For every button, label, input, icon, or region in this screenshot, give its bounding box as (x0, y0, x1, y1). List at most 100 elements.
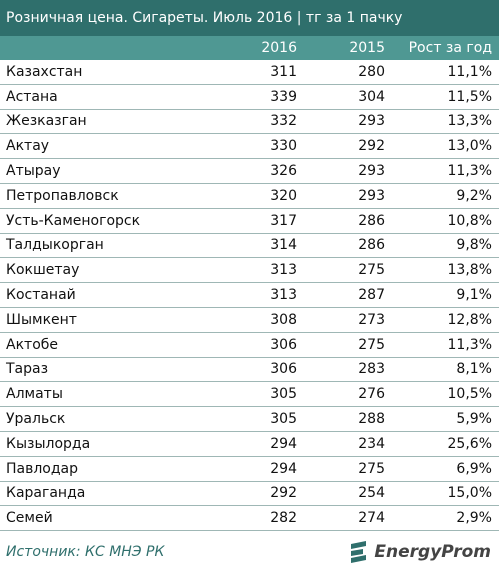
value-cell: 275 (304, 456, 392, 482)
value-cell: 274 (304, 505, 392, 532)
value-cell: 276 (304, 381, 392, 408)
column-header: 2016 (200, 36, 304, 60)
table-row: Алматы 305 276 10,5% (0, 381, 499, 408)
value-cell: 308 (200, 307, 304, 333)
value-cell: 13,0% (392, 133, 499, 160)
value-cell: 292 (304, 133, 392, 160)
value-cell: 304 (304, 84, 392, 110)
value-cell: 12,8% (392, 307, 499, 333)
region-cell: Актобе (0, 332, 200, 358)
region-cell: Тараз (0, 357, 200, 383)
column-header: 2015 (304, 36, 392, 60)
table-row: Кокшетау 313 275 13,8% (0, 257, 499, 284)
value-cell: 306 (200, 357, 304, 383)
value-cell: 293 (304, 158, 392, 184)
value-cell: 314 (200, 233, 304, 259)
value-cell: 320 (200, 183, 304, 209)
table-row: Кызылорда 294 234 25,6% (0, 431, 499, 457)
value-cell: 2,9% (392, 505, 499, 532)
value-cell: 280 (304, 60, 392, 85)
table-row: Талдыкорган 314 286 9,8% (0, 233, 499, 259)
value-cell: 275 (304, 332, 392, 358)
region-cell: Уральск (0, 406, 200, 432)
value-cell: 287 (304, 282, 392, 308)
table-row: Караганда 292 254 15,0% (0, 481, 499, 507)
logo: EnergyProm (348, 540, 491, 564)
value-cell: 11,5% (392, 84, 499, 110)
value-cell: 306 (200, 332, 304, 358)
value-cell: 9,8% (392, 233, 499, 259)
value-cell: 282 (200, 505, 304, 532)
region-cell: Павлодар (0, 456, 200, 482)
price-table: 2016 2015 Рост за год Казахстан 311 280 11,1%… (0, 36, 499, 532)
region-cell: Актау (0, 133, 200, 160)
table-row: Астана 339 304 11,5% (0, 84, 499, 110)
table-row: Семей 282 274 2,9% (0, 505, 499, 532)
table-row: Шымкент 308 273 12,8% (0, 307, 499, 333)
table-row: Казахстан 311 280 11,1% (0, 60, 499, 85)
value-cell: 286 (304, 208, 392, 234)
region-cell: Семей (0, 505, 200, 532)
value-cell: 330 (200, 133, 304, 160)
value-cell: 234 (304, 431, 392, 457)
region-cell: Казахстан (0, 60, 200, 85)
value-cell: 11,3% (392, 158, 499, 184)
value-cell: 311 (200, 60, 304, 85)
logo-text: EnergyProm (374, 542, 491, 562)
value-cell: 273 (304, 307, 392, 333)
table-row: Атырау 326 293 11,3% (0, 158, 499, 184)
value-cell: 332 (200, 109, 304, 135)
region-cell: Атырау (0, 158, 200, 184)
value-cell: 25,6% (392, 431, 499, 457)
value-cell: 305 (200, 381, 304, 408)
value-cell: 294 (200, 456, 304, 482)
value-cell: 10,8% (392, 208, 499, 234)
value-cell: 283 (304, 357, 392, 383)
table-row: Актау 330 292 13,0% (0, 133, 499, 160)
table-row: Тараз 306 283 8,1% (0, 357, 499, 383)
value-cell: 11,1% (392, 60, 499, 85)
title: Розничная цена. Сигареты. Июль 2016 | тг… (0, 0, 499, 36)
value-cell: 292 (200, 481, 304, 507)
region-cell: Костанай (0, 282, 200, 308)
value-cell: 9,1% (392, 282, 499, 308)
region-cell: Талдыкорган (0, 233, 200, 259)
table-row: Жезказган 332 293 13,3% (0, 109, 499, 135)
value-cell: 11,3% (392, 332, 499, 358)
value-cell: 293 (304, 109, 392, 135)
header-row: 2016 2015 Рост за год (0, 36, 499, 60)
region-cell: Петропавловск (0, 183, 200, 209)
region-cell: Шымкент (0, 307, 200, 333)
value-cell: 10,5% (392, 381, 499, 408)
value-cell: 15,0% (392, 481, 499, 507)
table-row: Усть-Каменогорск 317 286 10,8% (0, 208, 499, 234)
value-cell: 317 (200, 208, 304, 234)
table-row: Павлодар 294 275 6,9% (0, 456, 499, 482)
region-cell: Кызылорда (0, 431, 200, 457)
value-cell: 13,8% (392, 257, 499, 284)
value-cell: 313 (200, 257, 304, 284)
value-cell: 254 (304, 481, 392, 507)
source: Источник: КС МНЭ РК (6, 544, 165, 560)
value-cell: 326 (200, 158, 304, 184)
value-cell: 288 (304, 406, 392, 432)
table-row: Уральск 305 288 5,9% (0, 406, 499, 432)
region-cell: Караганда (0, 481, 200, 507)
footer: Источник: КС МНЭ РК EnergyProm (0, 532, 499, 574)
value-cell: 6,9% (392, 456, 499, 482)
corner (0, 36, 200, 60)
value-cell: 339 (200, 84, 304, 110)
region-cell: Жезказган (0, 109, 200, 135)
value-cell: 275 (304, 257, 392, 284)
column-header: Рост за год (392, 36, 499, 60)
region-cell: Кокшетау (0, 257, 200, 284)
value-cell: 9,2% (392, 183, 499, 209)
value-cell: 293 (304, 183, 392, 209)
value-cell: 313 (200, 282, 304, 308)
value-cell: 13,3% (392, 109, 499, 135)
value-cell: 305 (200, 406, 304, 432)
logo-icon (351, 541, 367, 563)
region-cell: Алматы (0, 381, 200, 408)
value-cell: 8,1% (392, 357, 499, 383)
